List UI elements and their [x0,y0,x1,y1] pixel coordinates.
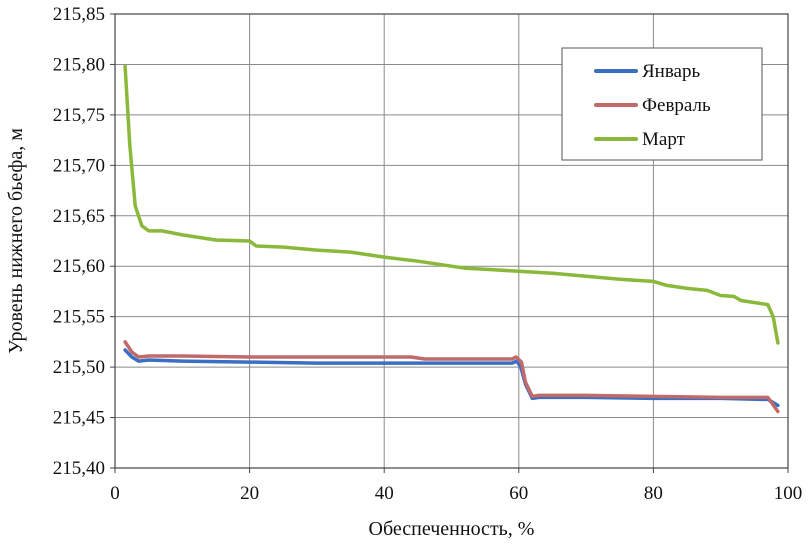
x-tick-label-1: 20 [240,483,259,504]
y-tick-label-3: 215,55 [53,307,105,328]
y-tick-label-4: 215,60 [53,256,105,277]
y-axis-title: Уровень нижнего бьефа, м [5,128,27,354]
x-tick-label-0: 0 [110,483,120,504]
legend-label-1: Февраль [642,95,711,116]
series-line-2 [123,64,780,345]
legend-label-0: Январь [642,61,700,82]
x-tick-label-4: 80 [644,483,663,504]
x-tick-label-2: 40 [375,483,394,504]
y-tick-label-1: 215,45 [53,408,105,429]
legend: Январь Февраль Март [561,47,763,161]
y-axis: 215,40 215,45 215,50 215,55 215,60 215,65 215,… [53,4,115,479]
x-tick-label-3: 60 [509,483,528,504]
y-tick-label-0: 215,40 [53,458,105,479]
series-lines [123,64,780,414]
x-axis-title: Обеспеченность, % [369,518,535,540]
y-tick-label-7: 215,75 [53,105,105,126]
y-tick-label-9: 215,85 [53,4,105,25]
y-tick-label-5: 215,65 [53,206,105,227]
series-line-1 [123,340,780,414]
x-tick-label-5: 100 [774,483,803,504]
plot-area [114,13,789,469]
y-tick-label-6: 215,70 [53,155,105,176]
y-tick-label-8: 215,80 [53,54,105,75]
x-axis: 0 20 40 60 80 100 [110,468,802,504]
legend-label-2: Март [642,129,686,150]
y-tick-label-2: 215,50 [53,357,105,378]
